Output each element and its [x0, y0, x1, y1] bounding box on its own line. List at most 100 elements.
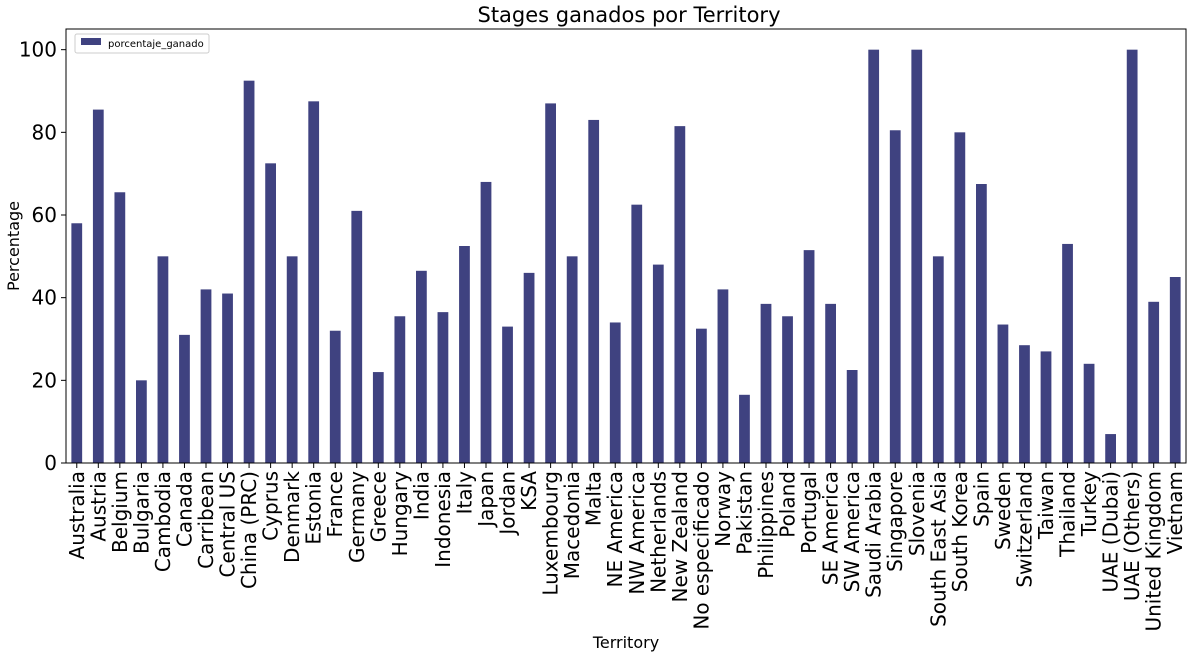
bar: [997, 324, 1009, 463]
bar: [1148, 301, 1160, 463]
bar: [502, 326, 513, 463]
x-tick-label: India: [409, 471, 433, 520]
x-tick-label: Switzerland: [1012, 471, 1036, 588]
x-tick-label: Netherlands: [646, 471, 670, 593]
bar: [652, 264, 664, 463]
x-tick-label: Turkey: [1077, 471, 1101, 537]
bar: [1040, 351, 1052, 463]
y-tick-label: 40: [32, 286, 57, 310]
x-tick-label: Estonia: [302, 471, 326, 545]
bar: [459, 246, 470, 463]
legend-swatch: [81, 38, 101, 45]
bar: [157, 256, 169, 463]
bar: [782, 316, 793, 463]
bar: [1126, 49, 1138, 464]
x-tick-label: Norway: [711, 471, 735, 547]
bar: [803, 250, 815, 463]
bar: [179, 334, 190, 463]
bar: [739, 394, 750, 463]
x-axis-label: Territory: [592, 633, 659, 652]
x-tick-label: United Kingdom: [1142, 471, 1166, 632]
x-tick-label: Philippines: [754, 471, 778, 579]
y-tick-label: 20: [32, 368, 57, 392]
x-tick-label: New Zealand: [668, 471, 692, 602]
x-tick-label: China (PRC): [237, 471, 261, 589]
bar: [1019, 345, 1030, 463]
bar: [416, 270, 427, 463]
bar: [1062, 243, 1073, 463]
x-tick-label: Jordan: [496, 471, 520, 537]
x-tick-label: Carribean: [194, 471, 218, 569]
y-tick-label: 80: [32, 120, 57, 144]
x-tick-label: Malta: [582, 471, 606, 526]
bar: [760, 303, 772, 463]
chart-title: Stages ganados por Territory: [477, 3, 780, 27]
x-tick-label: Denmark: [280, 471, 304, 563]
bar: [222, 293, 233, 463]
x-tick-label: Bulgaria: [129, 471, 153, 554]
bar: [329, 330, 341, 463]
bar: [566, 256, 578, 463]
bar: [92, 109, 104, 463]
x-tick-label: Italy: [452, 471, 476, 515]
x-tick-label: Belgium: [108, 471, 132, 553]
x-tick-label: Cyprus: [259, 471, 283, 541]
bar: [243, 80, 255, 464]
x-tick-label: Spain: [969, 471, 993, 527]
x-tick-label: Taiwan: [1034, 471, 1058, 540]
x-tick-label: Hungary: [388, 471, 412, 557]
x-tick-label: Saudi Arabia: [862, 471, 886, 598]
y-axis-ticks: 0 20 40 60 80 100: [19, 38, 66, 475]
x-tick-label: Portugal: [797, 471, 821, 554]
x-tick-label: UAE (Others): [1120, 471, 1144, 601]
bar: [911, 49, 923, 464]
x-tick-label: No especificado: [689, 471, 713, 630]
bars-group: [71, 49, 1181, 464]
x-tick-label: South East Asia: [926, 471, 950, 627]
bar: [932, 256, 944, 463]
x-tick-label: Austria: [86, 471, 110, 542]
legend: porcentaje_ganado: [74, 33, 210, 54]
x-tick-label: Slovenia: [905, 471, 929, 556]
bar: [351, 210, 363, 463]
y-tick-label: 60: [32, 203, 57, 227]
x-tick-label: Pakistan: [732, 471, 756, 555]
bar: [114, 192, 126, 463]
bar: [286, 256, 298, 463]
bar: [696, 328, 707, 463]
y-axis-label: Percentage: [4, 201, 23, 291]
x-tick-label: Sweden: [991, 471, 1015, 550]
bar: [609, 322, 621, 463]
bar: [631, 204, 643, 464]
bar: [889, 130, 901, 463]
x-tick-label: Singapore: [883, 471, 907, 572]
bar: [674, 126, 686, 463]
bar: [1083, 363, 1095, 463]
x-tick-label: Vietnam: [1163, 471, 1187, 554]
x-tick-label: Thailand: [1056, 471, 1080, 558]
bar: [825, 303, 836, 463]
x-axis-ticks: AustraliaAustriaBelgiumBulgariaCambodiaC…: [65, 463, 1187, 632]
x-tick-label: Japan: [474, 471, 498, 529]
bar: [1169, 277, 1181, 463]
legend-box: [74, 33, 210, 54]
bar: [954, 132, 966, 463]
bar: [372, 372, 384, 463]
x-tick-label: Indonesia: [431, 471, 455, 568]
bar: [545, 103, 556, 464]
y-tick-label: 0: [44, 451, 57, 475]
x-tick-label: KSA: [517, 471, 541, 511]
legend-label: porcentaje_ganado: [108, 39, 204, 50]
bar: [846, 370, 858, 463]
x-tick-label: UAE (Dubai): [1099, 471, 1123, 593]
x-tick-label: SE America: [819, 471, 843, 585]
bar: [588, 119, 600, 464]
bar: [200, 289, 212, 463]
x-tick-label: NE America: [603, 471, 627, 587]
x-tick-label: Luxembourg: [539, 471, 563, 596]
x-tick-label: Australia: [65, 471, 89, 559]
bar: [308, 101, 320, 463]
x-tick-label: Canada: [172, 471, 196, 547]
